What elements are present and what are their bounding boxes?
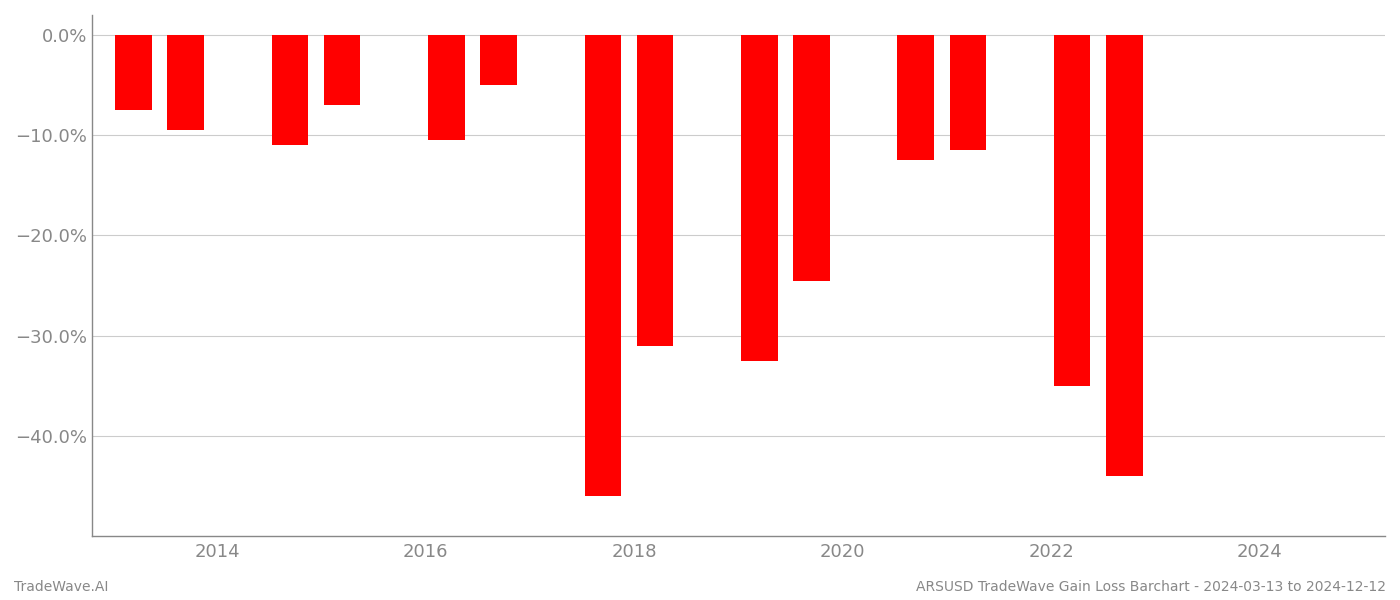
Bar: [323, 35, 360, 105]
Text: ARSUSD TradeWave Gain Loss Barchart - 2024-03-13 to 2024-12-12: ARSUSD TradeWave Gain Loss Barchart - 20…: [916, 580, 1386, 594]
Bar: [741, 35, 777, 361]
Bar: [480, 35, 517, 85]
Bar: [115, 35, 151, 110]
Bar: [794, 35, 830, 281]
Bar: [1106, 35, 1142, 476]
Bar: [272, 35, 308, 145]
Bar: [1054, 35, 1091, 386]
Bar: [428, 35, 465, 140]
Bar: [637, 35, 673, 346]
Bar: [897, 35, 934, 160]
Bar: [949, 35, 986, 150]
Bar: [585, 35, 622, 496]
Bar: [168, 35, 204, 130]
Text: TradeWave.AI: TradeWave.AI: [14, 580, 108, 594]
